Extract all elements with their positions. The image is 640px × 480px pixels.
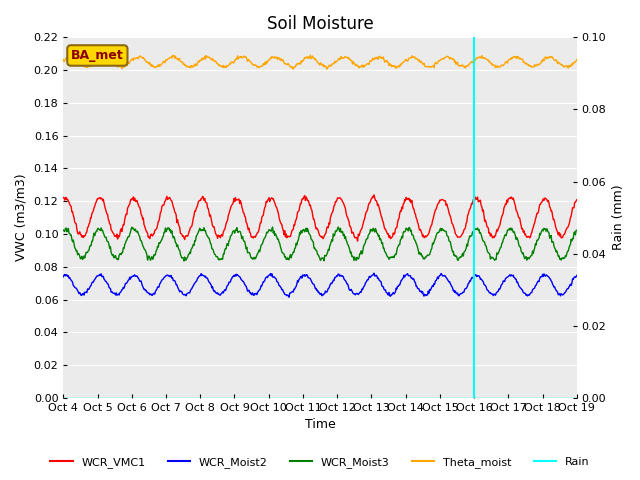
- Theta_moist: [323, 66, 331, 72]
- Rain: [573, 395, 580, 401]
- Title: Soil Moisture: Soil Moisture: [267, 15, 373, 33]
- Theta_moist: [307, 52, 314, 58]
- Theta_moist: [68, 54, 76, 60]
- Theta_moist: [384, 60, 392, 65]
- Rain: [122, 395, 129, 401]
- WCR_VMC1: [68, 209, 76, 215]
- WCR_Moist2: [201, 274, 209, 280]
- WCR_VMC1: [60, 195, 67, 201]
- Line: WCR_Moist3: WCR_Moist3: [63, 227, 577, 261]
- Line: WCR_Moist2: WCR_Moist2: [63, 273, 577, 297]
- WCR_Moist2: [573, 273, 580, 278]
- WCR_Moist3: [573, 228, 580, 233]
- Rain: [68, 395, 76, 401]
- WCR_Moist3: [68, 239, 76, 245]
- Y-axis label: VWC (m3/m3): VWC (m3/m3): [15, 174, 28, 262]
- Rain: [60, 395, 67, 401]
- WCR_Moist3: [384, 254, 392, 260]
- X-axis label: Time: Time: [305, 419, 335, 432]
- Line: Theta_moist: Theta_moist: [63, 55, 577, 69]
- WCR_VMC1: [354, 238, 362, 244]
- Theta_moist: [173, 56, 181, 61]
- WCR_Moist3: [202, 228, 209, 233]
- Theta_moist: [399, 60, 406, 66]
- WCR_Moist2: [122, 281, 129, 287]
- Theta_moist: [201, 54, 209, 60]
- Rain: [382, 395, 390, 401]
- WCR_Moist3: [399, 235, 406, 241]
- WCR_Moist3: [122, 240, 129, 246]
- WCR_Moist3: [335, 224, 342, 230]
- WCR_VMC1: [122, 214, 129, 219]
- WCR_VMC1: [201, 195, 209, 201]
- Theta_moist: [60, 57, 67, 63]
- Y-axis label: Rain (mm): Rain (mm): [612, 185, 625, 251]
- WCR_Moist2: [60, 274, 67, 280]
- WCR_Moist3: [173, 242, 181, 248]
- WCR_VMC1: [384, 231, 392, 237]
- Text: BA_met: BA_met: [71, 49, 124, 62]
- WCR_VMC1: [370, 192, 378, 198]
- Legend: WCR_VMC1, WCR_Moist2, WCR_Moist3, Theta_moist, Rain: WCR_VMC1, WCR_Moist2, WCR_Moist3, Theta_…: [46, 452, 594, 472]
- WCR_VMC1: [573, 197, 580, 203]
- WCR_VMC1: [399, 206, 406, 212]
- Rain: [201, 395, 209, 401]
- WCR_Moist2: [68, 279, 76, 285]
- Line: WCR_VMC1: WCR_VMC1: [63, 195, 577, 241]
- WCR_Moist3: [60, 227, 67, 233]
- Rain: [397, 395, 405, 401]
- WCR_Moist2: [370, 270, 378, 276]
- WCR_VMC1: [173, 217, 181, 223]
- Theta_moist: [122, 63, 129, 69]
- WCR_Moist2: [173, 284, 181, 290]
- WCR_Moist2: [384, 290, 392, 296]
- WCR_Moist3: [180, 258, 188, 264]
- WCR_Moist2: [285, 294, 293, 300]
- WCR_Moist2: [399, 276, 406, 282]
- Theta_moist: [573, 57, 580, 62]
- Rain: [173, 395, 181, 401]
